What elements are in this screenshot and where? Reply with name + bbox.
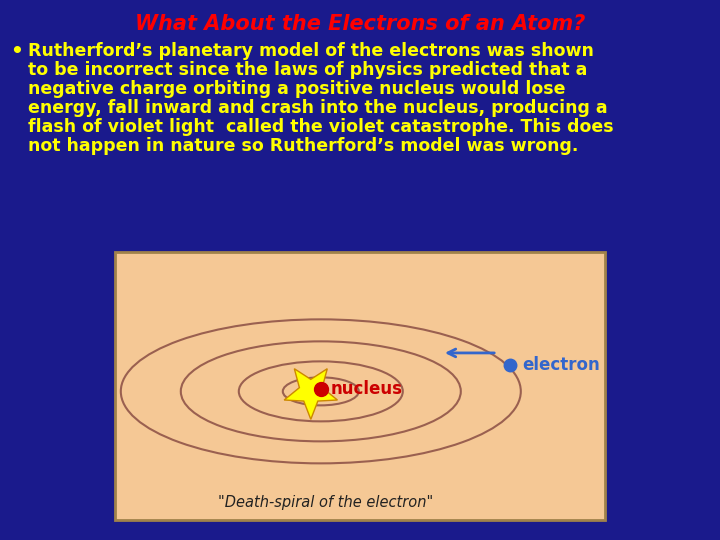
Text: nucleus: nucleus — [330, 380, 402, 399]
Text: Rutherford’s planetary model of the electrons was shown: Rutherford’s planetary model of the elec… — [28, 42, 594, 60]
Text: energy, fall inward and crash into the nucleus, producing a: energy, fall inward and crash into the n… — [28, 99, 608, 117]
Text: electron: electron — [522, 356, 600, 374]
Text: •: • — [10, 42, 23, 61]
Text: What About the Electrons of an Atom?: What About the Electrons of an Atom? — [135, 14, 585, 34]
Bar — [115, 252, 605, 520]
Text: to be incorrect since the laws of physics predicted that a: to be incorrect since the laws of physic… — [28, 61, 588, 79]
Text: flash of violet light  called the violet catastrophe. This does: flash of violet light called the violet … — [28, 118, 613, 136]
Text: negative charge orbiting a positive nucleus would lose: negative charge orbiting a positive nucl… — [28, 80, 565, 98]
Polygon shape — [284, 369, 338, 420]
Text: not happen in nature so Rutherford’s model was wrong.: not happen in nature so Rutherford’s mod… — [28, 137, 578, 155]
Text: "Death-spiral of the electron": "Death-spiral of the electron" — [218, 495, 433, 510]
